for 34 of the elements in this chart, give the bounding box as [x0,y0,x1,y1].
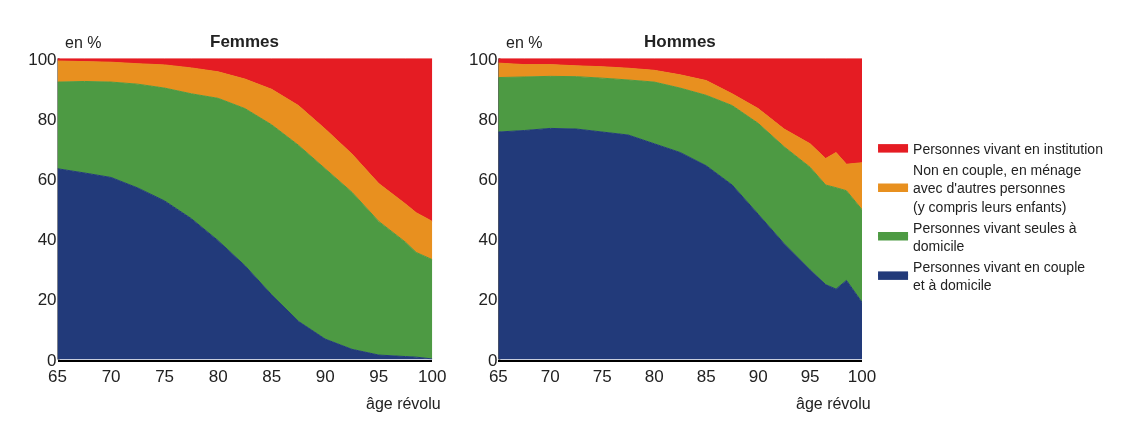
x-tick-label: 80 [208,366,228,386]
x-axis-title: âge révolu [366,395,441,412]
x-tick-label: 85 [696,366,716,386]
y-tick-label: 60 [37,169,57,189]
x-tick-label: 100 [418,366,447,386]
x-tick-label: 90 [315,366,335,386]
y-tick-label: 60 [478,169,498,189]
y-tick-label: 20 [37,290,57,310]
legend-label: Personnes vivant seules à domicile [913,219,1077,255]
legend-label: Personnes vivant en institution [913,141,1103,158]
x-axis-title: âge révolu [796,395,871,412]
y-axis-title: en % [506,34,543,51]
x-tick-label: 90 [748,366,768,386]
x-tick-label: 70 [540,366,560,386]
x-tick-label: 95 [369,366,389,386]
x-tick-label: 100 [847,366,877,386]
x-tick-label: 80 [644,366,664,386]
y-tick-label: 40 [478,230,498,250]
x-tick-label: 70 [101,366,121,386]
legend-label: Personnes vivant en couple et à domicile [913,259,1086,294]
y-tick-label: 100 [28,49,57,69]
x-tick-label: 75 [592,366,612,386]
y-tick-label: 40 [37,230,57,250]
chart-title: Femmes [210,32,279,51]
chart-title: Hommes [644,32,716,51]
x-tick-label: 85 [262,366,282,386]
y-axis-title: en % [65,34,102,51]
y-tick-label: 20 [478,290,498,310]
x-tick-label: 75 [155,366,175,386]
y-tick-label: 80 [37,109,57,129]
y-tick-label: 100 [468,49,498,69]
x-tick-label: 95 [800,366,820,386]
y-tick-label: 80 [478,109,498,129]
legend-label: Non en couple, en ménage avec d'autres personnes (y compris leurs enfants) [913,162,1082,215]
